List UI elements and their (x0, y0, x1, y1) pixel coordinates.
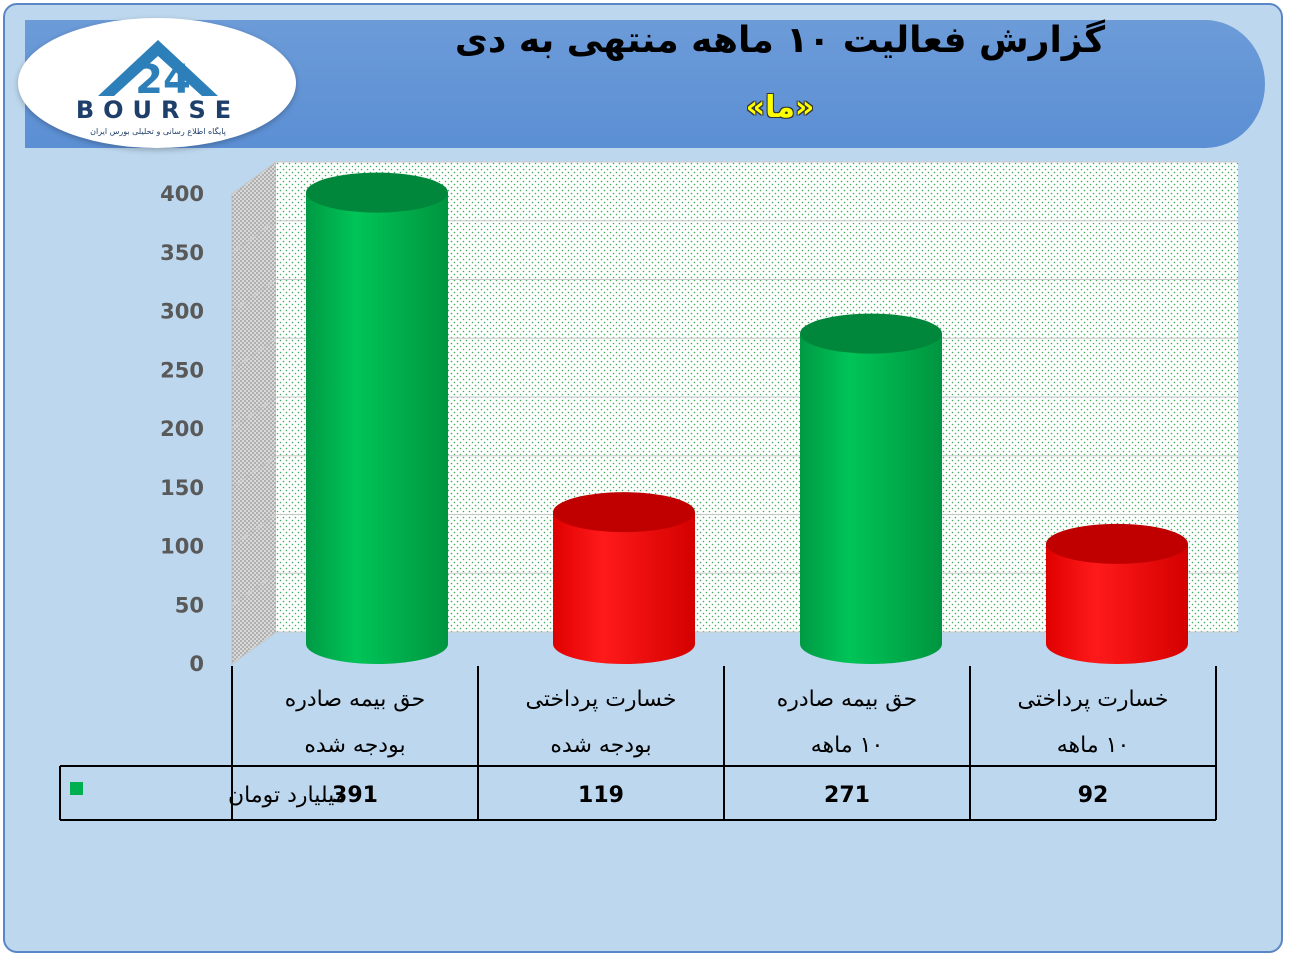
bar-body (553, 512, 695, 664)
gridline (231, 220, 1238, 254)
logo-number: 24 (135, 57, 191, 103)
legend-swatch (70, 782, 83, 795)
bars (306, 172, 1188, 664)
logo-triangle-icon (98, 40, 218, 96)
category-label: بودجه شده (550, 733, 651, 758)
bar (306, 172, 448, 664)
bar (1046, 523, 1188, 664)
bar-top (306, 172, 448, 213)
bar (553, 492, 695, 664)
category-label: حق بیمه صادره (777, 687, 918, 712)
gridline (231, 279, 1238, 312)
category-label: خسارت پرداختی (525, 687, 676, 712)
y-tick-label: 100 (160, 535, 204, 559)
category-label: بودجه شده (304, 733, 405, 758)
logo-wordmark: BOURSE (76, 96, 240, 124)
bar-body (1046, 543, 1188, 664)
data-value: 92 (1078, 783, 1109, 808)
bar-body (800, 333, 942, 664)
y-tick-label: 50 (175, 593, 204, 617)
series-name: میلیارد تومان (228, 783, 347, 808)
bar-top (1046, 523, 1188, 564)
y-tick-label: 250 (160, 358, 204, 382)
bar (800, 313, 942, 664)
y-tick-label: 350 (160, 241, 204, 265)
data-value: 271 (824, 783, 870, 808)
y-tick-label: 200 (160, 417, 204, 441)
logo-graphic: 24 BOURSE پایگاه اطلاع رسانی و تحلیلی بو… (76, 40, 240, 136)
y-tick-label: 300 (160, 300, 204, 324)
bar-top (553, 492, 695, 533)
data-table: حق بیمه صادره بودجه شده خسارت پرداختی بودجه… (59, 666, 1217, 821)
y-tick-label: 150 (160, 476, 204, 500)
category-label: حق بیمه صادره (285, 687, 426, 712)
chart-subtitle: «ما» (745, 90, 815, 125)
y-tick-label: 400 (160, 182, 204, 206)
logo-tagline: پایگاه اطلاع رسانی و تحلیلی بورس ایران (90, 126, 226, 136)
y-tick-label: 0 (189, 652, 204, 676)
category-label: خسارت پرداختی (1017, 687, 1168, 712)
gridline (231, 161, 1238, 195)
chart-title: گزارش فعالیت ۱۰ ماهه منتهی به دی (454, 20, 1106, 61)
bourse24-logo: 24 BOURSE پایگاه اطلاع رسانی و تحلیلی بو… (18, 18, 296, 148)
bar-body (306, 192, 448, 664)
bar-top (800, 313, 942, 354)
data-value: 119 (578, 783, 624, 808)
category-label: ۱۰ ماهه (811, 733, 884, 758)
category-label: ۱۰ ماهه (1057, 733, 1130, 758)
data-value: 391 (332, 783, 378, 808)
y-axis-ticks: 0 50 100 150 200 250 300 350 400 (160, 182, 204, 676)
